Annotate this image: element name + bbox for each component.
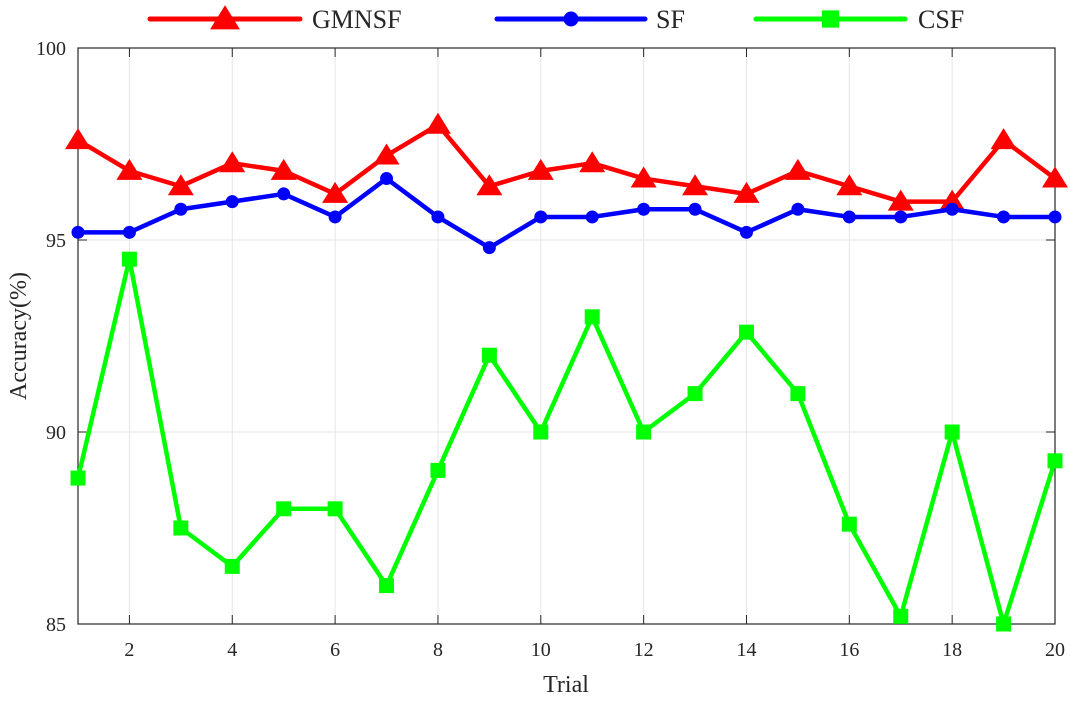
data-point-gmnsf — [219, 151, 246, 173]
y-tick-label: 85 — [46, 614, 66, 636]
x-tick-label: 8 — [433, 639, 443, 661]
data-point-sf — [225, 195, 239, 209]
data-point-gmnsf — [682, 174, 709, 196]
data-point-csf — [430, 462, 446, 478]
series-gmnsf — [65, 112, 1068, 211]
grid — [78, 47, 1056, 625]
data-point-csf — [379, 578, 395, 594]
data-point-gmnsf — [784, 158, 811, 180]
data-point-sf — [739, 225, 753, 239]
series-line-gmnsf — [76, 122, 1057, 204]
x-tick-label: 2 — [124, 639, 134, 661]
data-point-gmnsf — [990, 128, 1017, 150]
x-tick-label: 12 — [634, 639, 654, 661]
data-point-csf — [276, 501, 292, 517]
data-point-gmnsf — [65, 128, 91, 150]
series-line-sf — [78, 176, 1055, 250]
data-point-sf — [945, 202, 959, 216]
data-point-gmnsf — [373, 143, 400, 165]
data-point-sf — [688, 202, 702, 216]
data-point-sf — [71, 225, 85, 239]
data-point-gmnsf — [270, 158, 297, 180]
legend-label-gmnsf: GMNSF — [312, 5, 402, 34]
plot-frame — [77, 47, 1056, 625]
data-point-csf — [687, 386, 703, 402]
legend-marker-sf — [563, 11, 579, 27]
data-point-gmnsf — [836, 174, 863, 196]
data-point-csf — [121, 251, 137, 267]
data-point-csf — [996, 616, 1012, 632]
data-point-sf — [1048, 210, 1062, 224]
data-point-sf — [174, 202, 188, 216]
data-point-csf — [224, 558, 240, 574]
legend-label-csf: CSF — [918, 5, 964, 34]
data-point-sf — [894, 210, 908, 224]
data-point-csf — [944, 424, 960, 440]
y-tick-label: 100 — [36, 38, 66, 60]
legend-item-sf: SF — [494, 5, 685, 34]
legend-marker-gmnsf — [210, 5, 240, 30]
data-point-sf — [277, 187, 291, 201]
data-point-csf — [327, 501, 343, 517]
data-point-gmnsf — [116, 158, 143, 180]
data-point-gmnsf — [476, 174, 503, 196]
x-tick-label: 4 — [227, 639, 237, 661]
data-point-csf — [173, 520, 189, 536]
x-tick-label: 10 — [531, 639, 551, 661]
data-point-gmnsf — [630, 166, 657, 188]
data-point-sf — [997, 210, 1011, 224]
data-point-sf — [842, 210, 856, 224]
x-tick-label: 14 — [736, 639, 756, 661]
data-point-gmnsf — [939, 189, 966, 211]
data-point-sf — [482, 241, 496, 255]
data-point-gmnsf — [167, 174, 194, 196]
data-point-sf — [585, 210, 599, 224]
data-point-csf — [636, 424, 652, 440]
series-layer — [65, 112, 1068, 632]
data-point-gmnsf — [1042, 166, 1068, 188]
data-point-sf — [534, 210, 548, 224]
x-axis-title: Trial — [543, 672, 589, 698]
data-point-gmnsf — [887, 189, 914, 211]
x-tick-label: 18 — [942, 639, 962, 661]
data-point-sf — [122, 225, 136, 239]
y-tick-label: 95 — [46, 230, 66, 252]
legend-label-sf: SF — [656, 5, 685, 34]
data-point-csf — [790, 386, 806, 402]
data-point-gmnsf — [424, 112, 451, 134]
data-point-csf — [738, 324, 754, 340]
x-tick-label: 6 — [330, 639, 340, 661]
data-point-csf — [481, 347, 497, 363]
data-point-csf — [533, 424, 549, 440]
data-point-csf — [1047, 453, 1063, 469]
x-tick-label: 16 — [839, 639, 859, 661]
data-point-csf — [841, 516, 857, 532]
series-sf — [71, 172, 1062, 255]
data-point-gmnsf — [733, 181, 760, 203]
data-point-sf — [791, 202, 805, 216]
data-point-sf — [328, 210, 342, 224]
legend-marker-csf — [821, 10, 840, 28]
series-line-csf — [75, 256, 1058, 627]
axis-ticks: 2 4 6 8 10 12 14 16 18 20 85 90 95 100 — [36, 38, 1065, 661]
data-point-gmnsf — [579, 151, 606, 173]
y-axis-title: Accuracy(%) — [6, 272, 32, 400]
data-point-csf — [70, 470, 86, 486]
data-point-sf — [380, 172, 394, 186]
legend-item-csf: CSF — [753, 5, 964, 34]
data-point-sf — [637, 202, 651, 216]
y-tick-label: 90 — [46, 422, 66, 444]
data-point-gmnsf — [527, 158, 554, 180]
data-point-csf — [584, 309, 600, 325]
x-tick-label: 20 — [1045, 639, 1065, 661]
data-point-sf — [431, 210, 445, 224]
data-point-gmnsf — [322, 181, 349, 203]
legend: GMNSF SF CSF — [147, 5, 964, 34]
legend-item-gmnsf: GMNSF — [147, 5, 402, 34]
data-point-csf — [893, 608, 909, 624]
series-csf — [70, 251, 1063, 632]
